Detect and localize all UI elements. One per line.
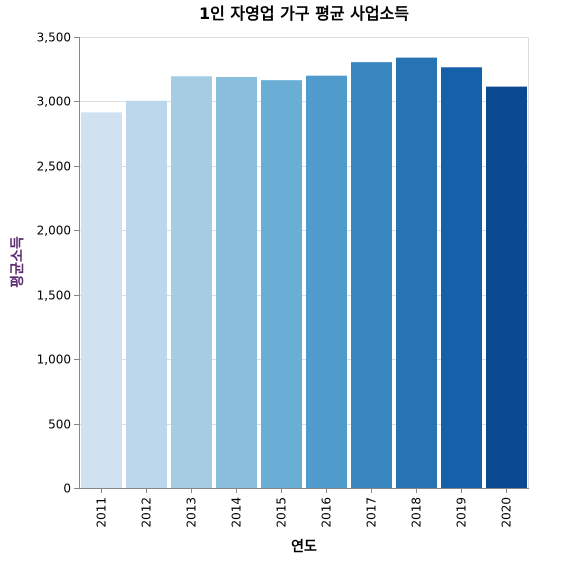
y-tick-label: 2,000: [37, 224, 71, 238]
axes: 0 500 1,000 1,500 2,000 2,500 3,000 3,500 2011 20…: [37, 31, 529, 528]
bars: [81, 57, 527, 489]
bar-2011: [81, 112, 122, 488]
y-tick-label: 500: [48, 418, 71, 432]
x-tick-label: 2012: [140, 497, 154, 528]
x-tick-label: 2018: [410, 497, 424, 528]
x-tick-label: 2015: [275, 497, 289, 528]
y-axis-title: 평균소득: [9, 236, 26, 288]
bar-2012: [126, 100, 167, 488]
x-tick-label: 2020: [500, 497, 514, 528]
x-tick-label: 2019: [455, 497, 469, 528]
chart-title: 1인 자영업 가구 평균 사업소득: [199, 4, 409, 23]
bar-2020: [486, 86, 527, 489]
bar-2019: [441, 67, 482, 488]
x-tick-label: 2011: [95, 497, 109, 528]
y-tick-label: 3,500: [37, 31, 71, 45]
x-tick-label: 2013: [185, 497, 199, 528]
bar-2015: [261, 80, 302, 488]
y-tick-label: 1,000: [37, 353, 71, 367]
bar-2013: [171, 76, 212, 489]
x-tick-label: 2017: [365, 497, 379, 528]
x-tick-label: 2014: [230, 497, 244, 528]
bar-2016: [306, 75, 347, 489]
y-tick-label: 3,000: [37, 95, 71, 109]
y-tick-label: 1,500: [37, 289, 71, 303]
x-tick-label: 2016: [320, 497, 334, 528]
bar-2018: [396, 57, 437, 489]
x-axis-title: 연도: [291, 539, 317, 555]
bar-2014: [216, 76, 257, 489]
bar-2017: [351, 62, 392, 489]
y-tick-label: 2,500: [37, 160, 71, 174]
y-tick-label: 0: [63, 482, 71, 496]
